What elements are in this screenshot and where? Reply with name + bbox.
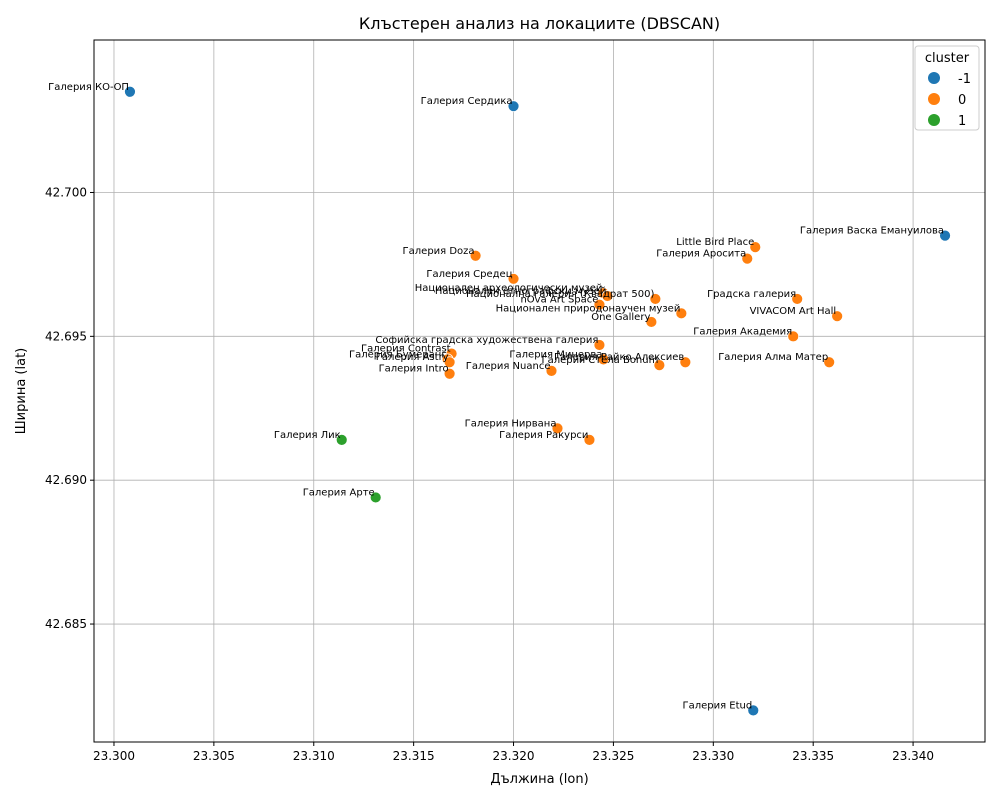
point-label: Галерия Аросита bbox=[656, 249, 746, 260]
x-axis-title: Дължина (lon) bbox=[490, 772, 588, 787]
data-point bbox=[645, 316, 658, 328]
point-label: Национален етнографски музей bbox=[435, 286, 607, 297]
data-points bbox=[124, 85, 951, 717]
data-point bbox=[507, 272, 520, 285]
grid-lines bbox=[94, 40, 985, 742]
point-label: Национален природонаучен музей bbox=[496, 303, 681, 314]
point-label: Галерия Алма Матер bbox=[718, 352, 828, 363]
point-label: Галерия Astry bbox=[376, 352, 449, 363]
data-point bbox=[675, 307, 688, 320]
legend-entry-label: -1 bbox=[958, 72, 971, 87]
legend-marker bbox=[928, 93, 940, 105]
point-label: Галерия Академия bbox=[693, 326, 792, 337]
point-labels: Галерия КО-ОП Галерия Сердика Галерия Васк… bbox=[48, 82, 944, 712]
data-point bbox=[551, 422, 564, 435]
x-tick-label: 23.320 bbox=[493, 749, 535, 763]
data-point bbox=[369, 491, 382, 504]
data-point bbox=[649, 293, 662, 305]
point-label: Галерия Contrast bbox=[361, 344, 451, 355]
data-point bbox=[597, 353, 610, 366]
legend-entry-label: 1 bbox=[958, 114, 966, 129]
point-label: Галерия Nuance bbox=[466, 361, 551, 372]
data-point bbox=[593, 339, 606, 351]
data-point bbox=[469, 249, 482, 262]
point-label: Галерия Райко Алексиев bbox=[554, 352, 684, 363]
x-tick-label: 23.340 bbox=[892, 749, 934, 763]
x-tick-label: 23.315 bbox=[393, 749, 435, 763]
point-label: Галерия Нирвана bbox=[465, 418, 557, 429]
x-tick-label: 23.300 bbox=[93, 749, 135, 763]
point-label: Национален археологически музей bbox=[415, 283, 603, 294]
point-label: Галерия Васка Емануилова bbox=[800, 226, 944, 237]
point-label: One Gallery bbox=[591, 312, 650, 323]
y-tick-label: 42.700 bbox=[45, 185, 87, 199]
data-point bbox=[831, 310, 844, 323]
point-label: Галерия Сердика bbox=[421, 96, 513, 107]
data-point bbox=[601, 290, 614, 302]
data-point bbox=[679, 356, 692, 369]
data-point bbox=[791, 293, 804, 305]
point-label: Little Bird Place bbox=[676, 237, 754, 248]
point-label: Градска галерия bbox=[707, 289, 796, 300]
point-label: Софийска градска художествена галерия bbox=[375, 335, 598, 346]
point-label: Галерия Стела Bonum bbox=[541, 355, 658, 366]
point-label: Галерия Минерва bbox=[509, 349, 602, 360]
y-axis-title: Ширина (lat) bbox=[14, 348, 29, 434]
legend-marker bbox=[928, 114, 940, 126]
point-label: Галерия Ракурси bbox=[499, 430, 588, 441]
data-point bbox=[335, 434, 348, 446]
x-tick-label: 23.335 bbox=[792, 749, 834, 763]
x-axis-ticks: 23.300 23.305 23.310 23.315 23.320 23.325 23.3… bbox=[93, 742, 934, 763]
data-point bbox=[747, 704, 760, 717]
point-label: Галерия КО-ОП bbox=[48, 82, 129, 93]
plot-frame bbox=[93, 39, 986, 743]
y-axis-ticks: 42.685 42.690 42.695 42.700 bbox=[45, 185, 94, 631]
legend-title: cluster bbox=[925, 51, 970, 66]
data-point bbox=[443, 367, 456, 380]
point-label: Галерия Арте bbox=[303, 487, 375, 498]
x-tick-label: 23.325 bbox=[592, 749, 634, 763]
legend-marker bbox=[928, 72, 940, 84]
y-tick-label: 42.695 bbox=[45, 329, 87, 343]
data-point bbox=[653, 359, 666, 372]
legend-entry-label: 0 bbox=[958, 93, 966, 108]
point-label: Галерия Doza bbox=[403, 246, 475, 257]
data-point bbox=[443, 356, 456, 369]
point-label: Галерия Лик bbox=[274, 430, 341, 441]
y-tick-label: 42.690 bbox=[45, 473, 87, 487]
y-tick-label: 42.685 bbox=[45, 617, 87, 631]
data-point bbox=[787, 330, 800, 343]
legend-box bbox=[914, 45, 980, 131]
data-point bbox=[545, 364, 558, 377]
legend: cluster -1 0 1 bbox=[914, 45, 980, 131]
data-point bbox=[507, 100, 520, 113]
point-label: Галерия Etud bbox=[683, 700, 753, 711]
x-tick-label: 23.310 bbox=[293, 749, 335, 763]
data-point bbox=[939, 229, 951, 242]
data-point bbox=[749, 241, 762, 254]
point-label: nOva Art Space bbox=[520, 295, 598, 306]
data-point bbox=[124, 85, 136, 98]
data-point bbox=[583, 434, 596, 446]
point-label: Галерия Intro bbox=[379, 364, 449, 375]
point-label: Галерия Бумеранг bbox=[349, 349, 447, 360]
point-label: Национална галерия (Квадрат 500) bbox=[466, 289, 654, 300]
data-point bbox=[593, 298, 606, 311]
x-tick-label: 23.330 bbox=[692, 749, 734, 763]
point-label: VIVACOM Art Hall bbox=[750, 306, 837, 317]
point-label: Галерия Средец bbox=[426, 269, 512, 280]
x-tick-label: 23.305 bbox=[193, 749, 235, 763]
chart-title: Клъстерен анализ на локациите (DBSCAN) bbox=[359, 14, 720, 33]
data-point bbox=[823, 356, 836, 369]
data-point bbox=[741, 252, 754, 265]
